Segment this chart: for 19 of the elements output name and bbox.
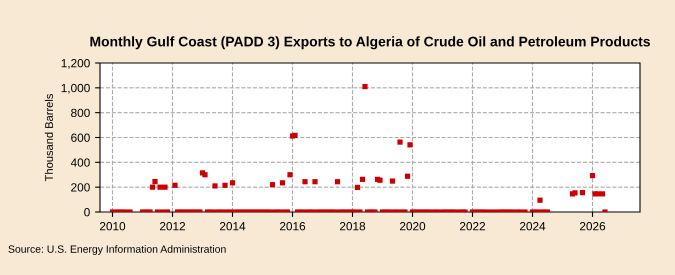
x-tick-label: 2020 — [400, 222, 426, 230]
x-tick-label: 2018 — [340, 222, 366, 230]
source-note: Source: U.S. Energy Information Administration — [8, 245, 226, 255]
y-tick-label: 600 — [71, 134, 90, 142]
x-tick-label: 2022 — [460, 222, 486, 230]
y-tick-label: 1,200 — [62, 59, 90, 69]
y-tick-label: 200 — [71, 183, 90, 192]
y-axis-title: Thousand Barrels — [44, 94, 53, 182]
x-tick-label: 2026 — [580, 222, 606, 230]
y-tick-label: 800 — [71, 108, 90, 118]
x-tick-label: 2024 — [520, 222, 546, 230]
y-tick-label: 1,000 — [62, 84, 90, 94]
y-tick-label: 400 — [70, 158, 90, 167]
x-tick-label: 2016 — [280, 222, 306, 230]
chart-title: Monthly Gulf Coast (PADD 3) Exports to Algeria of Crude Oil and Petroleum Products — [90, 36, 650, 50]
x-tick-label: 2014 — [220, 222, 246, 230]
x-tick-label: 2010 — [100, 222, 126, 230]
x-tick-label: 2012 — [160, 222, 186, 230]
y-tick-label: 0 — [84, 208, 90, 216]
